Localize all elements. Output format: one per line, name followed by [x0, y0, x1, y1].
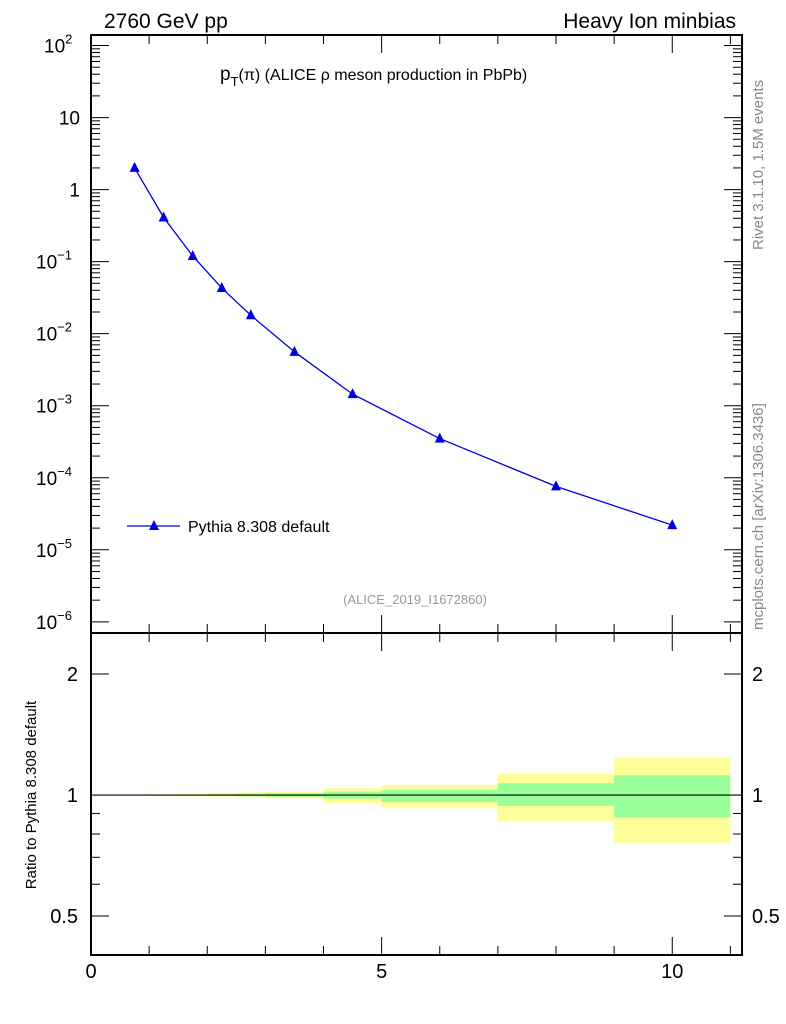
ratio-band-inner: [614, 775, 731, 818]
ratio-ylabel: Ratio to Pythia 8.308 default: [23, 700, 40, 889]
data-point: [347, 388, 358, 399]
main-frame: [90, 34, 743, 634]
ratio-band-inner: [381, 789, 498, 803]
header-left: 2760 GeV pp: [104, 10, 228, 33]
series-line: [134, 167, 673, 526]
legend-marker-icon: [149, 520, 159, 530]
header-right: Heavy Ion minbias: [563, 10, 736, 33]
data-point: [245, 309, 256, 320]
ratio-y-tick-label-left: 1: [67, 785, 78, 807]
data-point: [216, 282, 227, 293]
ratio-y-tick-label-right: 0.5: [752, 906, 780, 928]
y-tick-label: 10: [59, 109, 80, 130]
ratio-frame: [90, 632, 743, 956]
y-tick-label: 102: [44, 32, 72, 58]
rivet-label: Rivet 3.1.10, 1.5M events: [750, 80, 767, 250]
ratio-y-tick-label-left: 0.5: [50, 906, 78, 928]
y-tick-label: 10−6: [36, 608, 72, 634]
y-tick-label: 10−3: [36, 392, 72, 418]
ratio-y-tick-label-right: 2: [752, 664, 763, 686]
analysis-watermark: (ALICE_2019_I1672860): [343, 592, 487, 607]
legend-label: Pythia 8.308 default: [188, 519, 330, 536]
y-tick-label: 1: [69, 181, 80, 202]
data-point: [551, 480, 561, 491]
x-tick-label: 0: [85, 961, 96, 983]
plot-title: pT(π) (ALICE ρ meson production in PbPb): [220, 64, 527, 89]
data-point: [434, 432, 445, 443]
ratio-y-tick-label-left: 2: [67, 664, 78, 686]
data-point: [667, 519, 678, 530]
data-point: [187, 249, 198, 260]
x-tick-label: 5: [376, 961, 387, 983]
y-tick-label: 10−2: [36, 320, 72, 346]
data-point: [158, 211, 169, 222]
y-tick-label: 10−5: [36, 536, 72, 562]
ratio-y-tick-label-right: 1: [752, 785, 763, 807]
y-tick-label: 10−4: [36, 464, 72, 490]
y-tick-label: 10−1: [36, 248, 72, 274]
x-tick-label: 10: [661, 961, 683, 983]
data-point: [289, 345, 300, 356]
mcplots-label: mcplots.cern.ch [arXiv:1306.3436]: [750, 403, 767, 630]
data-point: [129, 161, 140, 172]
legend: Pythia 8.308 default: [127, 519, 330, 536]
